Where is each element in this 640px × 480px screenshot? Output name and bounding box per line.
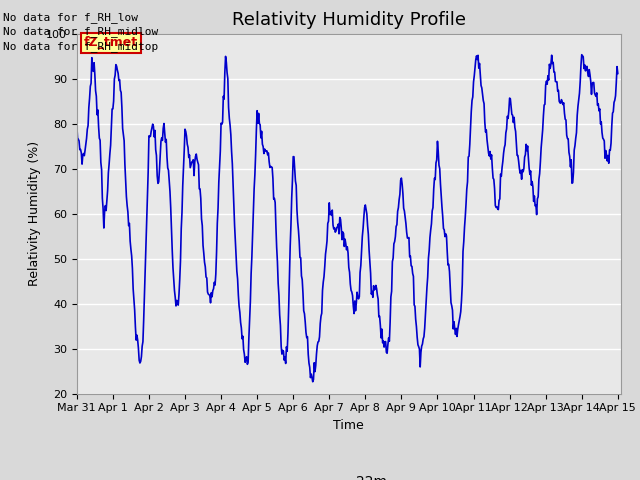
X-axis label: Time: Time <box>333 419 364 432</box>
Title: Relativity Humidity Profile: Relativity Humidity Profile <box>232 11 466 29</box>
Text: No data for f_RH_low: No data for f_RH_low <box>3 12 138 23</box>
Text: No data for f_RH_midlow: No data for f_RH_midlow <box>3 26 159 37</box>
Text: fZ_tmet: fZ_tmet <box>84 36 138 49</box>
Text: No data for f_RH_midtop: No data for f_RH_midtop <box>3 41 159 52</box>
Legend: 22m: 22m <box>305 469 393 480</box>
Y-axis label: Relativity Humidity (%): Relativity Humidity (%) <box>28 141 40 286</box>
